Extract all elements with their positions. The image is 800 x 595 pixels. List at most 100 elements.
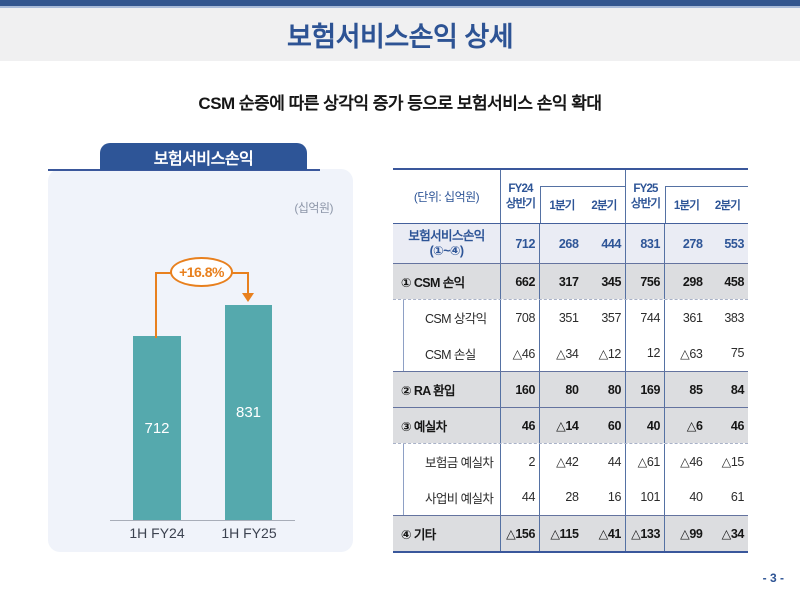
table-cell: 744 (625, 300, 665, 335)
connector-line (247, 272, 249, 294)
table-cell: 268 (558, 236, 579, 251)
row-label: 사업비 예실차 (393, 479, 500, 515)
x-axis-line (110, 520, 295, 521)
table-cell: 756 (625, 264, 665, 299)
col-group-fy24-quarters: 1분기 2분기 (540, 186, 625, 223)
table-cell: △34 (721, 527, 745, 541)
table-cell: 662 (500, 264, 540, 299)
page-number: - 3 - (762, 571, 784, 585)
row-label: 보험서비스손익 (①~④) (408, 228, 485, 258)
bar-value-label: 831 (235, 404, 262, 421)
table-cell: △6 (686, 419, 703, 433)
table-cell: 351 (558, 310, 579, 325)
table-cell: 458 (724, 274, 744, 289)
table-row: ④ 기타 △156 △115 △41 △133 △99 △34 (393, 515, 748, 551)
col-header-q2: 2분기 (714, 200, 741, 212)
table-cell: 75 (730, 346, 745, 360)
table-row: 보험서비스손익 (①~④) 712 268 444 831 278 553 (393, 224, 748, 263)
table-cell: △14 (556, 419, 579, 433)
table-row: ③ 예실차 46 △14 60 40 △6 46 (393, 407, 748, 443)
col-header-text: 상반기 (630, 197, 661, 210)
page-title: 보험서비스손익 상세 (286, 22, 514, 52)
table-cell: 298 (682, 274, 703, 289)
col-header-q1: 1분기 (673, 200, 700, 212)
table-body: 보험서비스손익 (①~④) 712 268 444 831 278 553 ① CSM 손익 66… (393, 224, 748, 551)
table-row: CSM 손실 △46 △34 △12 12 △63 75 (393, 335, 748, 371)
chart-title-tab: 보험서비스손익 (100, 143, 307, 170)
table-cell: 46 (730, 418, 745, 433)
table-cell: △63 (680, 346, 703, 361)
arrow-down-icon (242, 293, 254, 302)
table-cell: △46 (680, 455, 703, 469)
table-cell: 40 (689, 490, 703, 504)
table-cell: 60 (607, 418, 622, 433)
connector-line (225, 272, 249, 274)
chart-bar: 712 (133, 336, 181, 520)
table-cell: 317 (558, 274, 579, 289)
table-cell: 80 (607, 382, 622, 397)
table-cell: 831 (625, 224, 665, 263)
table-row: CSM 상각익 708 351 357 744 361 383 (393, 299, 748, 335)
table-cell: △12 (598, 346, 622, 361)
table-cell: 361 (682, 310, 703, 325)
bar-value-label: 712 (144, 419, 170, 437)
slide-subtitle: CSM 순증에 따른 상각익 증가 등으로 보험서비스 손익 확대 (198, 94, 602, 113)
table-cell: 708 (500, 300, 540, 335)
table-cell: △115 (550, 527, 579, 541)
col-group-fy25-quarters: 1분기 2분기 (665, 186, 748, 223)
table-cell: 85 (689, 382, 703, 397)
table-cell: △42 (556, 455, 579, 469)
table-cell: 46 (500, 408, 540, 443)
table-cell: 712 (500, 224, 540, 263)
table-cell: △156 (500, 516, 540, 551)
table-cell: △99 (680, 527, 703, 541)
table-cell: 553 (724, 236, 744, 251)
chart-unit-label: (십억원) (294, 201, 333, 215)
col-header-fy24-half: FY24 상반기 (500, 170, 540, 223)
table-cell: △15 (721, 455, 745, 469)
table-cell: 84 (730, 382, 745, 397)
table-row: 보험금 예실차 2 △42 44 △61 △46 △15 (393, 443, 748, 479)
table-cell: △46 (500, 335, 540, 371)
table-row: 사업비 예실차 44 28 16 101 40 61 (393, 479, 748, 515)
col-header-fy25-half: FY25 상반기 (625, 170, 665, 223)
table-unit-header: (단위: 십억원) (413, 190, 480, 204)
col-header-text: FY25 (633, 183, 658, 196)
row-label: ④ 기타 (401, 528, 436, 542)
table-cell: 357 (601, 310, 621, 325)
table-cell: △61 (625, 444, 665, 479)
table-cell: △41 (598, 527, 622, 541)
table-row: ② RA 환입 160 80 80 169 85 84 (393, 371, 748, 407)
row-label: ③ 예실차 (401, 420, 447, 434)
table-cell: △133 (625, 516, 665, 551)
table-cell: 383 (724, 310, 744, 325)
chart-bar: 831 (225, 305, 272, 520)
row-label: CSM 손실 (393, 335, 500, 371)
chart-title: 보험서비스손익 (153, 150, 254, 168)
table-cell: 40 (625, 408, 665, 443)
table-cell: 2 (500, 444, 540, 479)
table-cell: △34 (556, 346, 579, 361)
table-header-row: (단위: 십억원) FY24 상반기 1분기 2분기 FY25 상반기 1분기 … (393, 170, 748, 224)
table-cell: 160 (500, 372, 540, 407)
row-label: 보험금 예실차 (393, 444, 500, 479)
x-axis-label: 1H FY24 (129, 525, 185, 541)
table-cell: 44 (607, 454, 622, 469)
connector-line (155, 272, 157, 338)
row-label: CSM 상각익 (393, 300, 500, 335)
col-header-text: 상반기 (505, 197, 536, 210)
table-cell: 16 (607, 490, 622, 504)
connector-line (155, 272, 179, 274)
table-row: ① CSM 손익 662 317 345 756 298 458 (393, 263, 748, 299)
table-cell: 169 (625, 372, 665, 407)
table-cell: 61 (730, 490, 745, 504)
table-cell: 278 (682, 236, 703, 251)
table-cell: 12 (625, 335, 665, 371)
growth-badge-label: +16.8% (179, 264, 224, 280)
table-cell: 28 (565, 490, 579, 504)
growth-badge: +16.8% (170, 257, 233, 287)
table-cell: 80 (565, 382, 579, 397)
top-accent-bar (0, 0, 800, 8)
table-cell: 444 (601, 236, 621, 251)
